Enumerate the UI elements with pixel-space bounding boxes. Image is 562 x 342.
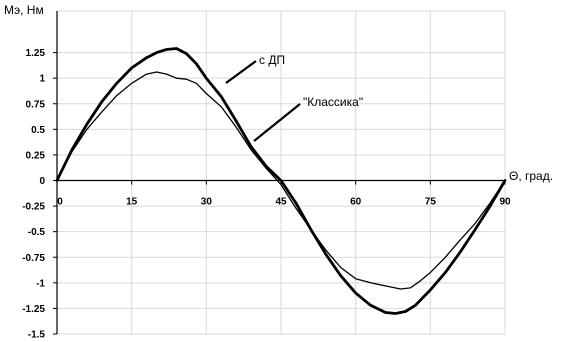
x-tick-label: 60 [350, 197, 362, 208]
x-axis-label: Θ, град. [509, 169, 553, 183]
series-label-2: "Классика" [303, 95, 363, 109]
y-tick-label: 0.25 [26, 150, 46, 161]
y-tick-label: -1 [36, 278, 45, 289]
y-tick-label: 1 [39, 74, 45, 85]
annotation-leader [253, 103, 301, 142]
series-line-2 [56, 71, 506, 290]
y-tick-label: 0.75 [26, 99, 46, 110]
x-tick-label: 45 [275, 197, 287, 208]
y-tick-label: -0.25 [22, 202, 45, 213]
annotation-leader [225, 60, 257, 84]
y-tick-label: -0.75 [22, 253, 45, 264]
y-tick-label: 0.5 [31, 125, 45, 136]
series-label-1: с ДП [259, 53, 285, 67]
x-tick-label: 90 [499, 197, 511, 208]
y-axis-label: Mэ, Нм [4, 3, 44, 17]
y-tick-label: -1.5 [28, 330, 46, 341]
series-lines [55, 47, 507, 315]
x-tick-label: 75 [425, 197, 437, 208]
annotations: с ДП "Классика" [225, 53, 363, 142]
y-tick-label: 0 [39, 176, 45, 187]
series-line-1 [55, 47, 507, 315]
y-tick-label: -0.5 [28, 227, 46, 238]
y-tick-label: -1.25 [22, 304, 45, 315]
x-tick-label: 30 [201, 197, 213, 208]
x-tick-label: 15 [126, 197, 138, 208]
x-tick-label: 0 [57, 197, 63, 208]
y-tick-label: 1.25 [26, 48, 46, 59]
grid [56, 10, 506, 335]
tick-labels: 1.25 1 0.75 0.5 0.25 0 -0.25 -0.5 -0.75 -1 -1.25 -1… [22, 48, 511, 340]
